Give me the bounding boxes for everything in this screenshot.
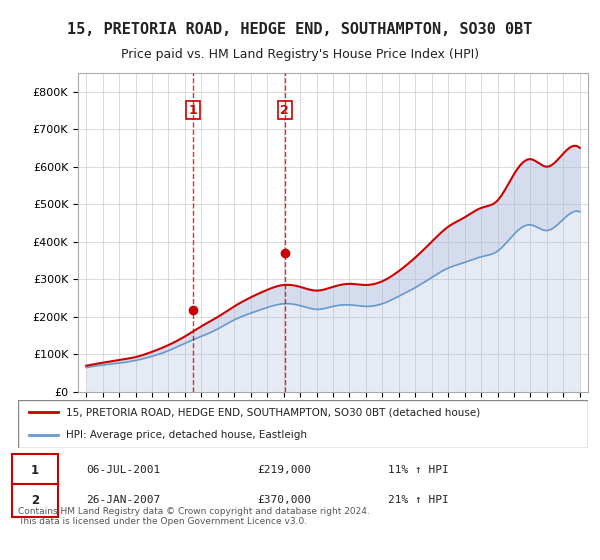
Text: 21% ↑ HPI: 21% ↑ HPI	[389, 495, 449, 505]
Text: Price paid vs. HM Land Registry's House Price Index (HPI): Price paid vs. HM Land Registry's House …	[121, 48, 479, 60]
Text: HPI: Average price, detached house, Eastleigh: HPI: Average price, detached house, East…	[67, 430, 307, 440]
Text: 15, PRETORIA ROAD, HEDGE END, SOUTHAMPTON, SO30 0BT: 15, PRETORIA ROAD, HEDGE END, SOUTHAMPTO…	[67, 22, 533, 38]
FancyBboxPatch shape	[12, 454, 58, 487]
Text: £370,000: £370,000	[257, 495, 311, 505]
Text: 2: 2	[280, 104, 289, 117]
FancyBboxPatch shape	[18, 400, 588, 448]
Text: 2: 2	[31, 493, 39, 507]
FancyBboxPatch shape	[12, 484, 58, 516]
Text: 15, PRETORIA ROAD, HEDGE END, SOUTHAMPTON, SO30 0BT (detached house): 15, PRETORIA ROAD, HEDGE END, SOUTHAMPTO…	[67, 407, 481, 417]
Text: 11% ↑ HPI: 11% ↑ HPI	[389, 465, 449, 475]
Text: 1: 1	[31, 464, 39, 477]
Text: £219,000: £219,000	[257, 465, 311, 475]
Text: Contains HM Land Registry data © Crown copyright and database right 2024.
This d: Contains HM Land Registry data © Crown c…	[18, 507, 370, 526]
Text: 26-JAN-2007: 26-JAN-2007	[86, 495, 161, 505]
Text: 06-JUL-2001: 06-JUL-2001	[86, 465, 161, 475]
Text: 1: 1	[189, 104, 198, 117]
